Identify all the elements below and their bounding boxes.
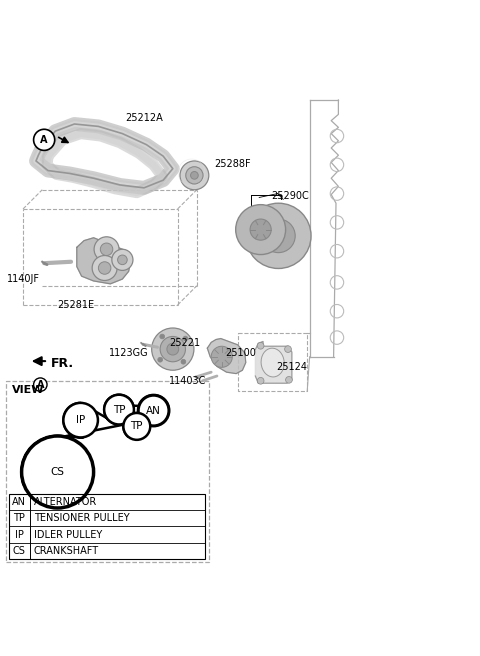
Bar [6, 380, 209, 562]
Circle shape [262, 219, 295, 253]
Circle shape [183, 336, 188, 341]
Circle shape [160, 334, 165, 339]
Circle shape [34, 129, 55, 150]
Text: AN: AN [146, 405, 161, 415]
Circle shape [152, 328, 194, 370]
Polygon shape [255, 341, 292, 383]
Polygon shape [207, 338, 246, 374]
Text: 1140JF: 1140JF [7, 274, 39, 284]
Text: TENSIONER PULLEY: TENSIONER PULLEY [34, 513, 129, 523]
Circle shape [94, 237, 119, 262]
Circle shape [250, 219, 271, 240]
Circle shape [98, 262, 111, 274]
Circle shape [211, 346, 232, 367]
Circle shape [118, 255, 127, 264]
Text: 25124: 25124 [276, 362, 307, 373]
Text: 25221: 25221 [169, 338, 200, 348]
Text: A: A [40, 135, 48, 145]
Text: VIEW: VIEW [12, 384, 44, 395]
Circle shape [100, 243, 113, 256]
Text: TP: TP [131, 421, 143, 432]
Text: 25290C: 25290C [272, 190, 309, 201]
Circle shape [180, 161, 209, 190]
Text: 25281E: 25281E [57, 300, 95, 310]
Circle shape [191, 171, 198, 179]
Circle shape [123, 413, 150, 440]
Text: IP: IP [76, 415, 85, 425]
Text: CS: CS [50, 467, 65, 477]
Circle shape [181, 359, 186, 364]
Circle shape [34, 378, 47, 392]
Circle shape [112, 249, 133, 270]
Circle shape [246, 203, 311, 268]
Text: ALTERNATOR: ALTERNATOR [34, 497, 97, 507]
Circle shape [104, 395, 134, 424]
Text: IDLER PULLEY: IDLER PULLEY [34, 529, 102, 540]
Text: FR.: FR. [51, 357, 74, 370]
Circle shape [257, 342, 264, 349]
Text: IP: IP [15, 529, 24, 540]
Ellipse shape [261, 348, 284, 377]
Circle shape [167, 343, 179, 355]
Text: 1123GG: 1123GG [109, 348, 148, 358]
Circle shape [160, 337, 185, 362]
Circle shape [63, 403, 98, 438]
Polygon shape [77, 237, 131, 284]
Text: 25212A: 25212A [125, 113, 163, 123]
Circle shape [257, 377, 264, 384]
Text: A: A [36, 380, 44, 390]
Circle shape [138, 395, 169, 426]
Text: CRANKSHAFT: CRANKSHAFT [34, 546, 99, 556]
Circle shape [22, 436, 94, 508]
Text: TP: TP [113, 405, 125, 415]
Circle shape [92, 256, 117, 281]
Text: CS: CS [13, 546, 25, 556]
Bar [9, 493, 205, 560]
Circle shape [186, 167, 203, 184]
Circle shape [158, 358, 163, 362]
Text: 11403C: 11403C [168, 376, 206, 386]
Circle shape [285, 346, 291, 352]
Text: TP: TP [13, 513, 25, 523]
Circle shape [286, 377, 292, 383]
Text: 25100: 25100 [226, 348, 256, 358]
Circle shape [236, 205, 286, 255]
Text: AN: AN [12, 497, 26, 507]
Text: 25288F: 25288F [215, 159, 251, 169]
